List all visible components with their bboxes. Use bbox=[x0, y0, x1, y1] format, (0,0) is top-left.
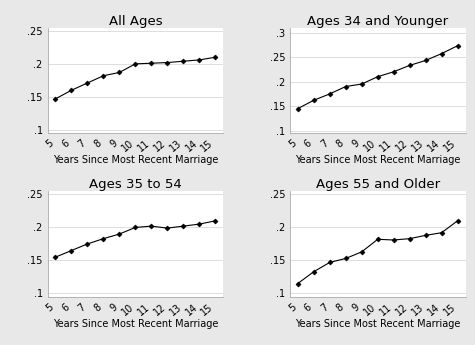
Title: Ages 34 and Younger: Ages 34 and Younger bbox=[307, 14, 448, 28]
Title: Ages 35 to 54: Ages 35 to 54 bbox=[89, 178, 182, 191]
X-axis label: Years Since Most Recent Marriage: Years Since Most Recent Marriage bbox=[295, 155, 460, 165]
Title: Ages 55 and Older: Ages 55 and Older bbox=[315, 178, 440, 191]
X-axis label: Years Since Most Recent Marriage: Years Since Most Recent Marriage bbox=[53, 318, 218, 328]
Title: All Ages: All Ages bbox=[108, 14, 162, 28]
X-axis label: Years Since Most Recent Marriage: Years Since Most Recent Marriage bbox=[295, 318, 460, 328]
X-axis label: Years Since Most Recent Marriage: Years Since Most Recent Marriage bbox=[53, 155, 218, 165]
